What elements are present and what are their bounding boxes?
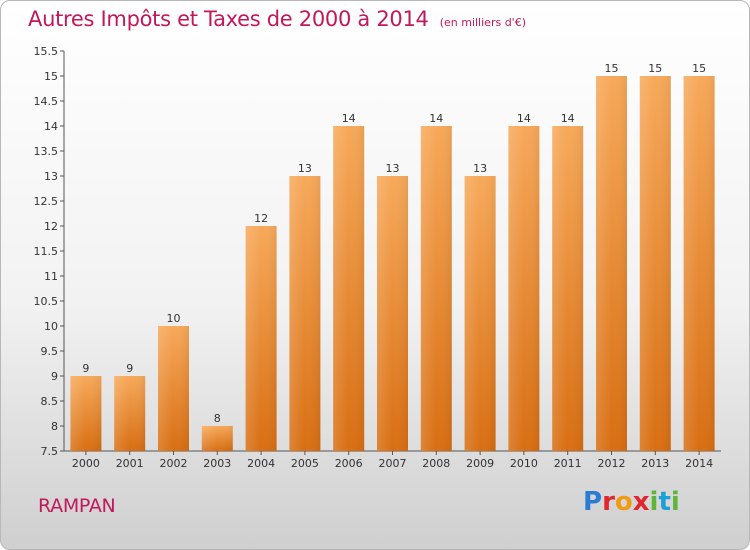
logo-letter: x [632,487,650,517]
bar-shade [552,126,584,451]
y-tick-label: 14 [44,120,58,133]
x-tick-label: 2012 [598,457,626,470]
chart-title: Autres Impôts et Taxes de 2000 à 2014 [28,7,429,31]
data-label: 14 [429,112,443,125]
x-tick-label: 2006 [335,457,363,470]
y-tick-label: 13.5 [34,145,59,158]
y-tick-label: 10.5 [34,295,59,308]
logo-letter: t [658,487,671,517]
data-label: 9 [82,362,89,375]
y-tick-label: 8.5 [41,395,59,408]
bar-shade [420,126,452,451]
bar-shade [114,376,146,451]
y-tick-label: 12 [44,220,58,233]
bar-shade [596,76,627,451]
data-label: 13 [473,162,487,175]
bar-shade [377,176,408,451]
x-tick-label: 2009 [466,457,494,470]
x-tick-label: 2005 [291,457,319,470]
y-tick-label: 7.5 [41,445,59,458]
bar-shade [70,376,102,451]
x-tick-label: 2000 [72,457,100,470]
logo-letter: r [602,487,615,517]
data-label: 14 [517,112,531,125]
data-label: 14 [561,112,575,125]
data-label: 15 [605,62,619,75]
y-tick-label: 15.5 [34,45,59,58]
bar-shade [158,326,189,451]
x-tick-label: 2014 [685,457,713,470]
x-tick-label: 2011 [554,457,582,470]
logo-letter: o [614,487,633,517]
x-tick-label: 2003 [203,457,231,470]
logo-letter: P [583,487,603,517]
data-label: 14 [342,112,356,125]
data-label: 12 [254,212,268,225]
y-tick-label: 12.5 [34,195,59,208]
logo-letter: i [649,487,659,517]
bar-shade [245,226,277,451]
data-label: 8 [214,412,221,425]
y-tick-label: 9 [51,370,58,383]
data-label: 10 [167,312,181,325]
data-label: 15 [648,62,662,75]
bar-shade [464,176,496,451]
chart-unit: (en milliers d'€) [439,16,526,29]
y-tick-label: 10 [44,320,58,333]
data-label: 9 [126,362,133,375]
x-tick-label: 2007 [379,457,407,470]
x-tick-label: 2008 [422,457,450,470]
data-label: 13 [386,162,400,175]
y-tick-label: 9.5 [41,345,59,358]
y-tick-label: 14.5 [34,95,59,108]
logo-letter: i [670,487,680,517]
x-tick-label: 2001 [116,457,144,470]
y-tick-label: 8 [51,420,58,433]
commune-name: RAMPAN [38,495,116,517]
bar-shade [683,76,715,451]
y-tick-label: 11.5 [34,245,59,258]
x-tick-label: 2004 [247,457,275,470]
data-label: 15 [692,62,706,75]
x-tick-label: 2010 [510,457,538,470]
x-tick-label: 2013 [641,457,669,470]
bar-shade [289,176,321,451]
x-tick-label: 2002 [160,457,188,470]
bar-shade [333,126,365,451]
y-tick-label: 11 [44,270,58,283]
bar-shade [508,126,540,451]
bar-shade [639,76,671,451]
y-tick-label: 13 [44,170,58,183]
data-label: 13 [298,162,312,175]
title-row: Autres Impôts et Taxes de 2000 à 2014 (e… [28,7,526,31]
y-tick-label: 15 [44,70,58,83]
bar-shade [201,426,233,451]
proxiti-logo[interactable]: Proxiti [583,487,680,517]
